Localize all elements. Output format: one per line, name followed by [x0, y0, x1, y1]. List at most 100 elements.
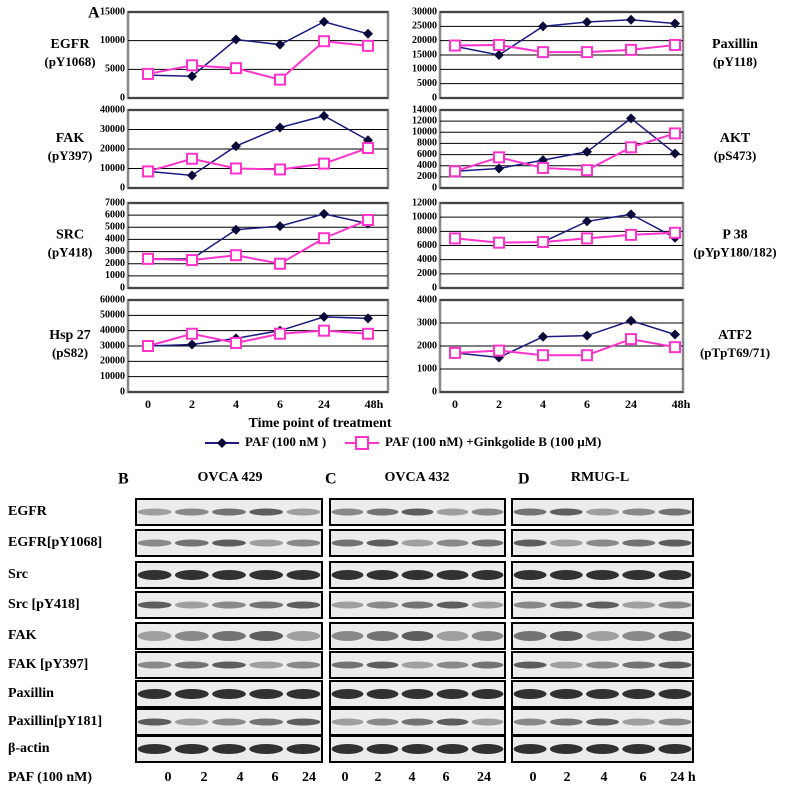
blot-band — [586, 539, 619, 547]
blot-row-label: β-actin — [8, 741, 50, 756]
marker-diamond — [319, 208, 329, 219]
lane-label: 6 — [272, 770, 279, 785]
blot-band — [366, 718, 399, 726]
chart-sublabel: (pS82) — [52, 345, 88, 360]
marker-square — [186, 254, 198, 267]
y-tick-label: 10000 — [412, 64, 437, 75]
blot-band — [174, 508, 209, 516]
blot-row-label: EGFR — [8, 504, 48, 519]
blot-band — [401, 661, 434, 669]
blot-band — [212, 661, 246, 669]
blot-band — [212, 570, 246, 580]
blot-band — [366, 508, 399, 516]
blot-band — [137, 661, 172, 669]
marker-square — [625, 141, 637, 154]
blot-band — [212, 689, 246, 699]
marker-square — [142, 67, 154, 80]
blot-band — [586, 661, 619, 669]
marker-diamond — [582, 146, 592, 157]
blot-band — [137, 718, 172, 726]
blot-band — [249, 689, 284, 699]
blot-band — [366, 539, 399, 547]
blot-band — [212, 631, 246, 641]
blot-band — [436, 570, 469, 580]
y-tick-label: 12000 — [412, 115, 437, 126]
blot-band — [586, 601, 619, 609]
marker-square — [537, 161, 549, 174]
chart-label: ATF2 — [718, 328, 752, 343]
blot-band — [436, 539, 469, 547]
chart-sublabel: (pTpT69/71) — [700, 345, 770, 360]
marker-diamond — [363, 28, 373, 39]
blot-band — [174, 744, 209, 754]
blot-band — [174, 718, 209, 726]
marker-diamond — [582, 17, 592, 28]
marker-square — [581, 164, 593, 177]
y-tick-label: 20000 — [100, 143, 125, 154]
blot-row-label: EGFR[pY1068] — [8, 535, 102, 550]
chart-label: FAK — [56, 131, 85, 146]
marker-square — [669, 127, 681, 140]
series-line — [147, 20, 369, 77]
blot-band — [622, 570, 656, 580]
blot-band — [401, 570, 434, 580]
panel-letter: C — [325, 471, 337, 488]
y-tick-label: 0 — [120, 92, 125, 103]
x-tick-label: 48h — [365, 397, 384, 411]
blot-band — [137, 539, 172, 547]
y-tick-label: 10000 — [412, 211, 437, 222]
y-tick-label: 2000 — [105, 258, 125, 269]
blot-band — [436, 744, 469, 754]
y-tick-label: 2000 — [417, 171, 437, 182]
blot-band — [366, 661, 399, 669]
series-line — [454, 338, 676, 357]
blot-band — [513, 689, 547, 699]
treatment-label: PAF (100 nM) — [8, 770, 92, 785]
marker-square — [318, 157, 330, 170]
x-tick-label: 4 — [540, 397, 546, 411]
blot-band — [658, 718, 692, 726]
lane-label: 2 — [201, 770, 208, 785]
lane-label: 24 — [477, 770, 491, 785]
legend-marker — [217, 438, 227, 448]
blot-band — [436, 631, 469, 641]
y-tick-label: 8000 — [417, 226, 437, 237]
blot-band — [658, 570, 692, 580]
blot-band — [331, 689, 364, 699]
blot-band — [622, 718, 656, 726]
blot-band — [549, 508, 583, 516]
y-tick-label: 6000 — [417, 240, 437, 251]
marker-square — [142, 252, 154, 265]
series-line — [147, 40, 369, 81]
chart-label: AKT — [720, 131, 751, 146]
series-line — [454, 117, 676, 173]
y-tick-label: 4000 — [417, 294, 437, 305]
plot-frame — [126, 201, 390, 290]
marker-diamond — [187, 170, 197, 181]
marker-diamond — [626, 209, 636, 220]
y-tick-label: 0 — [120, 386, 125, 397]
blot-row-label: Paxillin — [8, 686, 54, 701]
series-line — [148, 213, 369, 260]
blot-band — [401, 601, 434, 609]
blot-band — [366, 601, 399, 609]
y-tick-label: 60000 — [100, 294, 125, 305]
y-tick-label: 0 — [120, 182, 125, 193]
legend-label: PAF (100 nM) +Ginkgolide B (100 µM) — [385, 434, 601, 449]
blot-band — [471, 744, 504, 754]
marker-square — [537, 235, 549, 248]
series-line — [147, 329, 369, 347]
blot-band — [174, 570, 209, 580]
blot-band — [331, 718, 364, 726]
panel-letter: B — [118, 471, 129, 488]
marker-diamond — [231, 224, 241, 235]
chart-label: Hsp 27 — [49, 328, 91, 343]
chart-sublabel: (pY118) — [713, 54, 757, 69]
marker-square — [318, 35, 330, 48]
marker-diamond — [582, 216, 592, 227]
marker-square — [493, 236, 505, 249]
marker-square — [186, 327, 198, 340]
y-tick-label: 30000 — [412, 6, 437, 17]
plot-frame — [438, 108, 685, 190]
y-tick-label: 4000 — [417, 254, 437, 265]
